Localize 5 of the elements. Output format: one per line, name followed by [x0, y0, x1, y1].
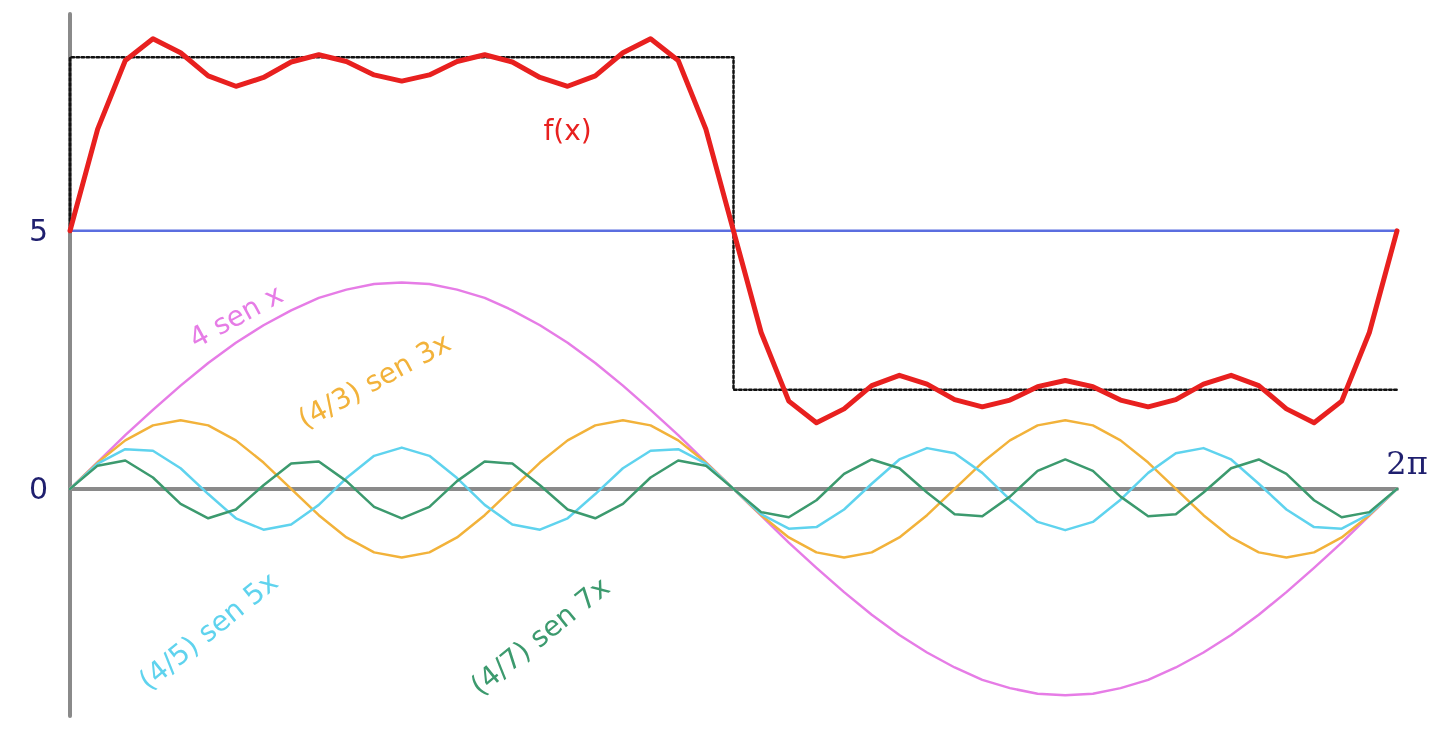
- series-label: f(x): [543, 113, 592, 147]
- y-tick-label: 0: [28, 471, 48, 507]
- y-tick-label: 5: [28, 213, 48, 249]
- text: 4 sen x: [183, 277, 289, 355]
- annotation: 2π: [1386, 443, 1428, 482]
